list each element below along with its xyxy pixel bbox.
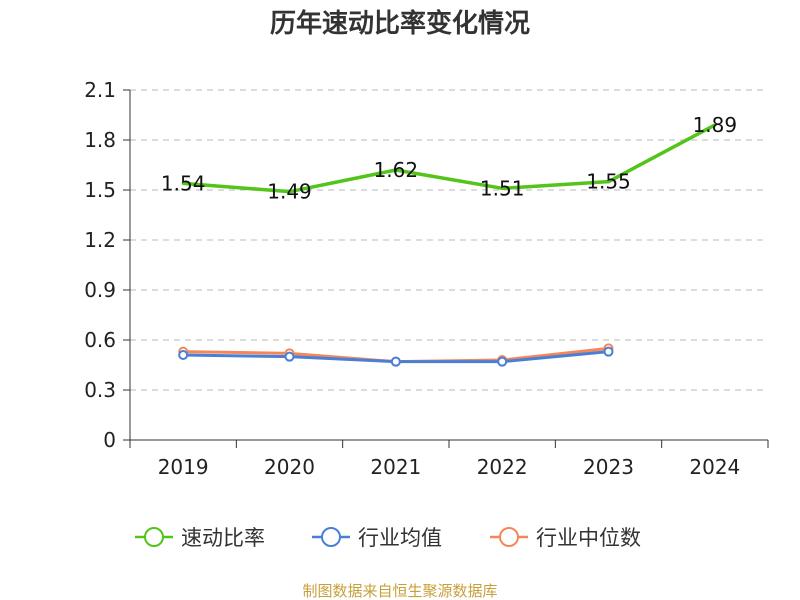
legend-label: 行业均值: [358, 526, 442, 550]
legend: 速动比率 行业均值 行业中位数: [135, 526, 641, 550]
data-point: [284, 351, 295, 362]
y-tick-label: 2.1: [84, 78, 116, 102]
grid-layer: [130, 89, 768, 391]
data-point: [178, 350, 189, 360]
legend-item[interactable]: 行业中位数: [490, 526, 641, 550]
data-point: [394, 168, 398, 172]
data-point: [497, 356, 508, 367]
data-point: [713, 123, 717, 127]
axis-layer: 0 0.3 0.6 0.9 1.2 1.5 1.8 2.1 2019 2020 2021 2022 20…: [84, 78, 769, 479]
data-point: [607, 180, 610, 184]
y-tick-label: 1.8: [84, 128, 116, 152]
legend-label: 速动比率: [181, 526, 265, 550]
legend-swatch-marker: [321, 527, 341, 547]
y-tick-label: 0.6: [84, 328, 116, 352]
data-label: 1.49: [267, 180, 312, 204]
legend-swatch-marker: [499, 527, 519, 547]
data-label: 1.51: [480, 176, 525, 200]
x-tick-label: 2020: [264, 455, 315, 479]
x-tick-label: 2019: [158, 455, 209, 479]
legend-item[interactable]: 速动比率: [135, 526, 265, 550]
y-tick-label: 0: [103, 428, 116, 452]
series-line: [183, 123, 716, 194]
y-tick-label: 1.5: [84, 178, 116, 202]
label-layer: 1.54 1.49 1.62 1.51 1.55 1.89: [161, 113, 737, 204]
y-tick-label: 0.9: [84, 278, 116, 302]
series-layer: [178, 123, 717, 367]
legend-item[interactable]: 行业均值: [312, 526, 442, 550]
y-tick-label: 0.3: [84, 378, 116, 402]
data-point: [390, 356, 401, 367]
y-tick-label: 1.2: [84, 228, 116, 252]
data-point: [288, 190, 291, 194]
data-point: [603, 346, 614, 357]
data-label: 1.54: [161, 171, 206, 195]
data-label: 1.89: [693, 113, 738, 137]
chart-title: 历年速动比率变化情况: [270, 8, 530, 39]
data-point: [181, 181, 185, 185]
x-tick-label: 2022: [477, 455, 528, 479]
data-label: 1.55: [586, 170, 631, 194]
data-label: 1.62: [374, 158, 419, 182]
x-tick-label: 2023: [583, 455, 634, 479]
legend-swatch-marker: [144, 527, 164, 547]
data-point: [500, 186, 504, 190]
legend-label: 行业中位数: [536, 526, 641, 550]
source-note: 制图数据来自恒生聚源数据库: [302, 582, 497, 600]
x-tick-label: 2021: [370, 455, 421, 479]
x-tick-label: 2024: [689, 455, 740, 479]
